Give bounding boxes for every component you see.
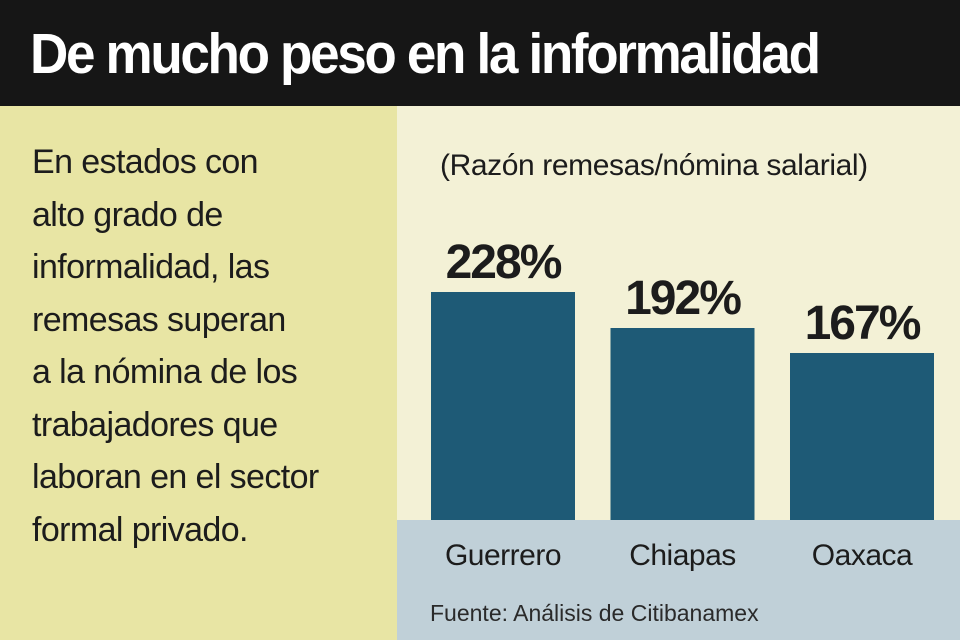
data-label-chiapas: 192%	[625, 272, 741, 325]
description-line: informalidad, las	[32, 248, 270, 286]
data-label-oaxaca: 167%	[805, 297, 921, 350]
description-line: trabajadores que	[32, 405, 278, 444]
description-line: formal privado.	[32, 510, 248, 549]
description-text: En estados con alto grado de informalida…	[32, 136, 377, 556]
data-label-guerrero: 228%	[446, 236, 562, 289]
category-label-oaxaca: Oaxaca	[812, 539, 913, 572]
chart-title: De mucho peso en la informalidad	[30, 22, 821, 86]
bar-guerrero	[431, 292, 575, 520]
category-label-guerrero: Guerrero	[445, 539, 561, 572]
description-line: laboran en el sector	[32, 458, 319, 496]
description-line: a la nómina de los	[32, 353, 298, 391]
source-note: Fuente: Análisis de Citibanamex	[430, 600, 759, 626]
category-label-chiapas: Chiapas	[629, 539, 736, 572]
header-bar: De mucho peso en la informalidad	[0, 0, 960, 106]
bar-oaxaca	[790, 353, 934, 520]
chart-subtitle: (Razón remesas/nómina salarial)	[440, 149, 868, 182]
bar-chiapas	[610, 328, 755, 520]
category-axis-band	[397, 520, 960, 640]
description-panel: En estados con alto grado de informalida…	[0, 106, 397, 640]
description-line: alto grado de	[32, 195, 223, 234]
description-line: remesas superan	[32, 300, 286, 339]
description-line: En estados con	[32, 143, 259, 181]
